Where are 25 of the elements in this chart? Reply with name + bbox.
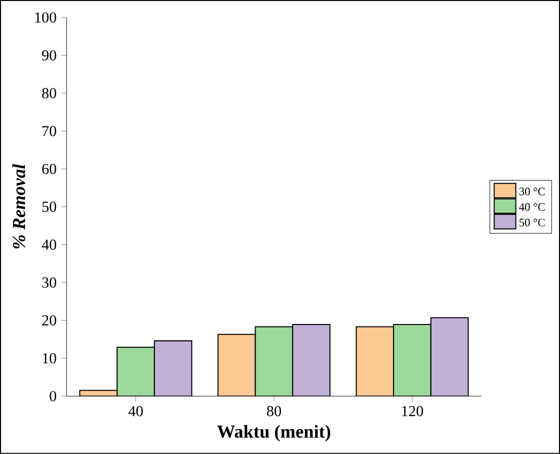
- y-tick-label: 40: [42, 240, 56, 250]
- y-tick-label: 100: [35, 12, 56, 23]
- y-tick-label: 30: [42, 277, 56, 288]
- y-tick-label: 0: [50, 391, 56, 402]
- legend-label: 50 °C: [520, 218, 545, 226]
- y-tick-label: 70: [42, 126, 56, 136]
- y-tick-label: 90: [42, 50, 56, 61]
- bar: [393, 324, 432, 396]
- y-tick-label: 50: [42, 202, 56, 212]
- y-axis-title: % Removal: [12, 164, 26, 249]
- x-tick-label: 80: [266, 406, 282, 416]
- x-tick-label: 40: [128, 406, 143, 416]
- legend-label: 30 °C: [519, 188, 545, 196]
- bar: [254, 326, 294, 396]
- x-axis-title: Waktu (menit): [217, 425, 330, 442]
- bar: [292, 324, 330, 396]
- legend-label: 40 °C: [519, 203, 545, 211]
- bar: [116, 346, 155, 396]
- bar: [154, 340, 192, 396]
- y-tick-label: 10: [42, 353, 56, 364]
- y-tick-label: 80: [42, 88, 56, 98]
- bar: [430, 317, 469, 396]
- y-tick-label: 20: [42, 315, 56, 326]
- x-tick-label: 120: [402, 406, 424, 416]
- y-tick-label: 60: [42, 164, 56, 174]
